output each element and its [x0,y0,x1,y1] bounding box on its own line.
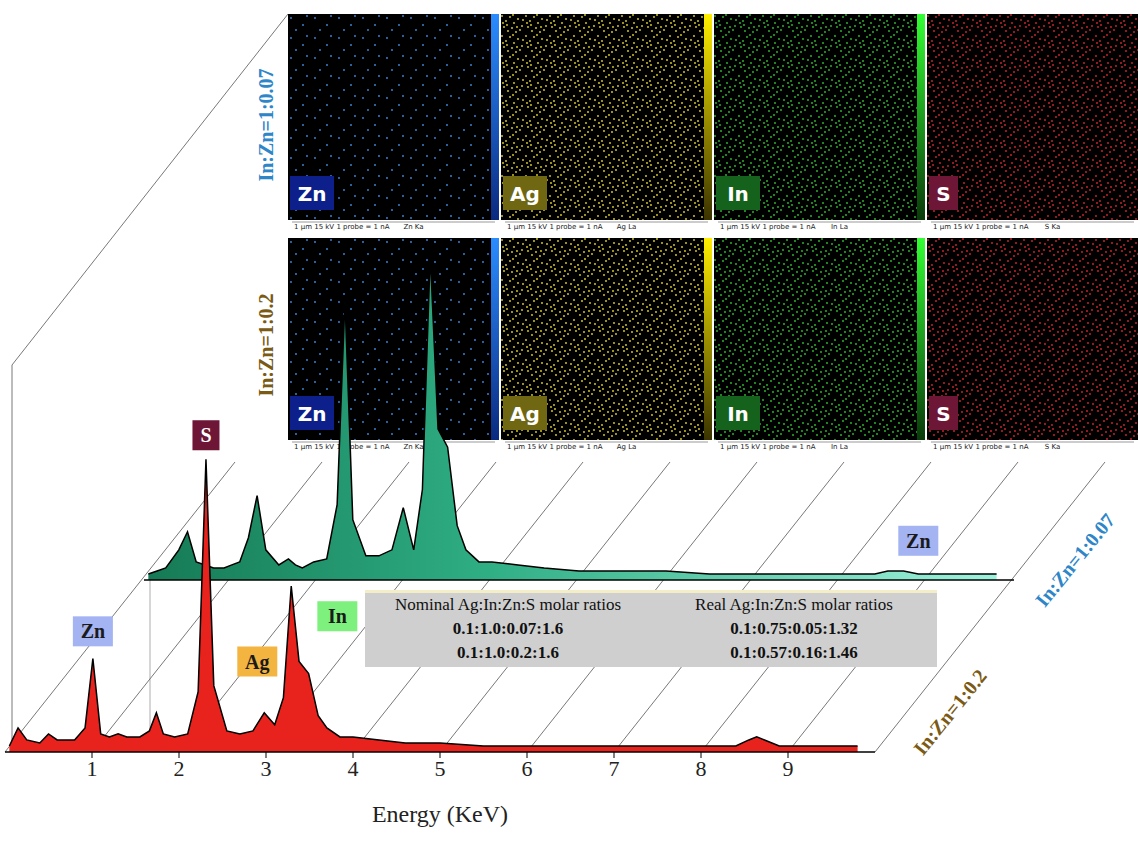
svg-text:Zn Ka: Zn Ka [403,223,423,231]
html-text:0.1:0.75:0.05:1.32: 0.1:0.75:0.05:1.32 [730,619,858,638]
svg-text:1 μm 15 kV 1 probe = 1 nA: 1 μm 15 kV 1 probe = 1 nA [507,443,603,451]
svg-text:In: In [727,402,749,426]
svg-text:3: 3 [261,756,272,781]
svg-text:1: 1 [87,756,98,781]
svg-text:In: In [328,605,347,627]
svg-text:Ag: Ag [510,402,540,426]
svg-text:6: 6 [522,756,533,781]
html-text:In:Zn=1:0.2: In:Zn=1:0.2 [255,293,277,397]
svg-text:2: 2 [174,756,185,781]
svg-text:S: S [200,424,211,446]
svg-text:Zn: Zn [298,402,327,426]
svg-text:Zn: Zn [298,182,327,206]
svg-text:1 μm 15 kV 1 probe = 1 nA: 1 μm 15 kV 1 probe = 1 nA [720,443,816,451]
svg-text:S: S [936,402,950,426]
svg-text:Ag: Ag [510,182,540,206]
svg-text:1 μm 15 kV 1 probe = 1 nA: 1 μm 15 kV 1 probe = 1 nA [294,443,390,451]
svg-text:S: S [936,182,950,206]
html-text:0.1:1.0:0.2:1.6: 0.1:1.0:0.2:1.6 [457,643,559,662]
svg-text:1 μm 15 kV 1 probe = 1 nA: 1 μm 15 kV 1 probe = 1 nA [933,443,1029,451]
html-text:In:Zn=1:0.07: In:Zn=1:0.07 [255,68,277,182]
svg-text:7: 7 [609,756,620,781]
svg-text:Energy (KeV): Energy (KeV) [372,801,508,827]
svg-text:S Ka: S Ka [1045,443,1060,451]
html-text:Real Ag:In:Zn:S molar ratios: Real Ag:In:Zn:S molar ratios [695,595,893,614]
svg-text:8: 8 [696,756,707,781]
html-text:0.1:1.0:0.07:1.6: 0.1:1.0:0.07:1.6 [452,619,564,638]
svg-text:Zn: Zn [906,530,930,552]
svg-text:4: 4 [348,756,359,781]
html-text:In:Zn=1:0.2: In:Zn=1:0.2 [909,665,991,759]
svg-text:Ag La: Ag La [617,223,637,231]
svg-text:1 μm 15 kV 1 probe = 1 nA: 1 μm 15 kV 1 probe = 1 nA [933,223,1029,231]
svg-text:In La: In La [831,223,848,231]
svg-text:In La: In La [831,443,848,451]
svg-text:In: In [727,182,749,206]
html-text:0.1:0.57:0.16:1.46: 0.1:0.57:0.16:1.46 [730,643,858,662]
html-text:In:Zn=1:0.07: In:Zn=1:0.07 [1030,509,1120,611]
html-text:Nominal Ag:In:Zn:S molar ratio: Nominal Ag:In:Zn:S molar ratios [394,595,622,614]
svg-text:Zn: Zn [81,620,105,642]
svg-text:1 μm 15 kV 1 probe = 1 nA: 1 μm 15 kV 1 probe = 1 nA [294,223,390,231]
svg-text:1 μm 15 kV 1 probe = 1 nA: 1 μm 15 kV 1 probe = 1 nA [507,223,603,231]
svg-text:9: 9 [783,756,794,781]
svg-text:1 μm 15 kV 1 probe = 1 nA: 1 μm 15 kV 1 probe = 1 nA [720,223,816,231]
svg-text:Ag La: Ag La [617,443,637,451]
svg-text:Zn Ka: Zn Ka [403,443,423,451]
svg-text:5: 5 [435,756,446,781]
svg-text:Ag: Ag [245,651,269,674]
svg-text:S Ka: S Ka [1045,223,1060,231]
